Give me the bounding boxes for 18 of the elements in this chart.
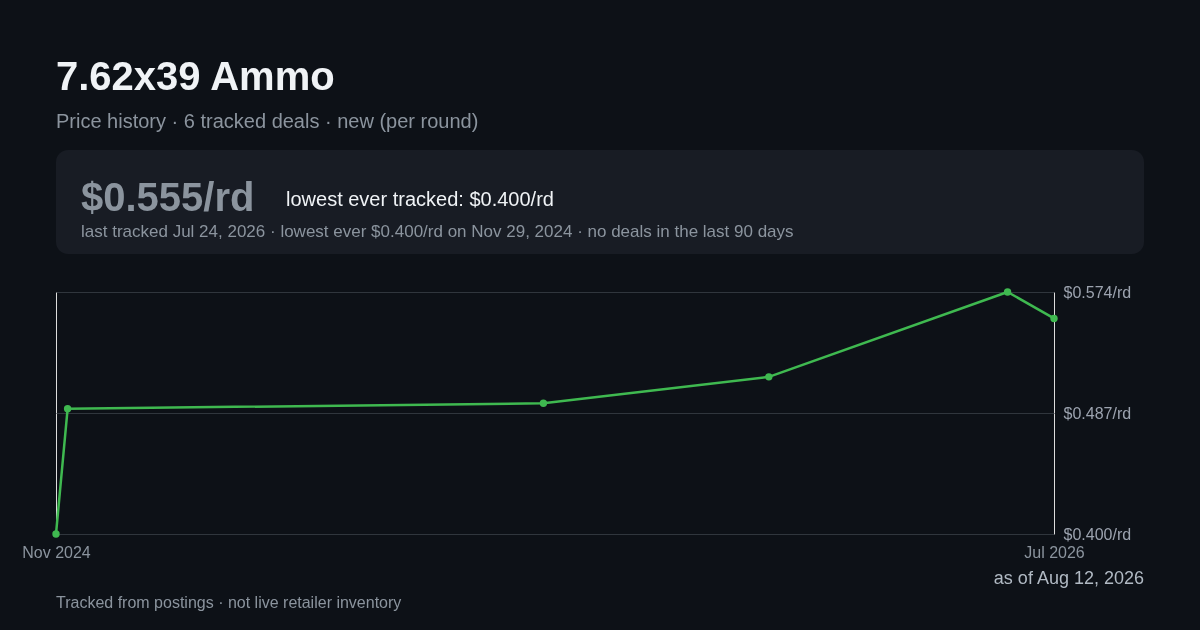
y-tick-label: $0.400/rd [1063,525,1132,543]
y-tick-label: $0.574/rd [1063,283,1132,301]
x-tick-label: Nov 2024 [22,543,91,561]
text: last tracked Jul 24, 2026 · lowest ever $0.400/rd on Nov 29, 2024 · no deals in the last 90 days [81,222,794,241]
text: $0.555/rd [81,175,255,219]
text: lowest ever tracked: $0.400/rd [286,188,554,210]
point [1003,288,1012,296]
text: Tracked from postings · not live retailer inventory [56,594,402,611]
x-tick-label: Jul 2026 [1024,543,1085,561]
point [63,405,72,413]
chart-title: 7.62x39 Ammo [56,54,335,98]
point [52,530,60,538]
point [765,373,773,381]
point [1050,314,1058,323]
text: as of Aug 12, 2026 [993,568,1144,588]
point [539,399,548,407]
y-tick-label: $0.487/rd [1063,404,1132,422]
chart-subtitle: Price history · 6 tracked deals · new (per round) [56,110,479,132]
